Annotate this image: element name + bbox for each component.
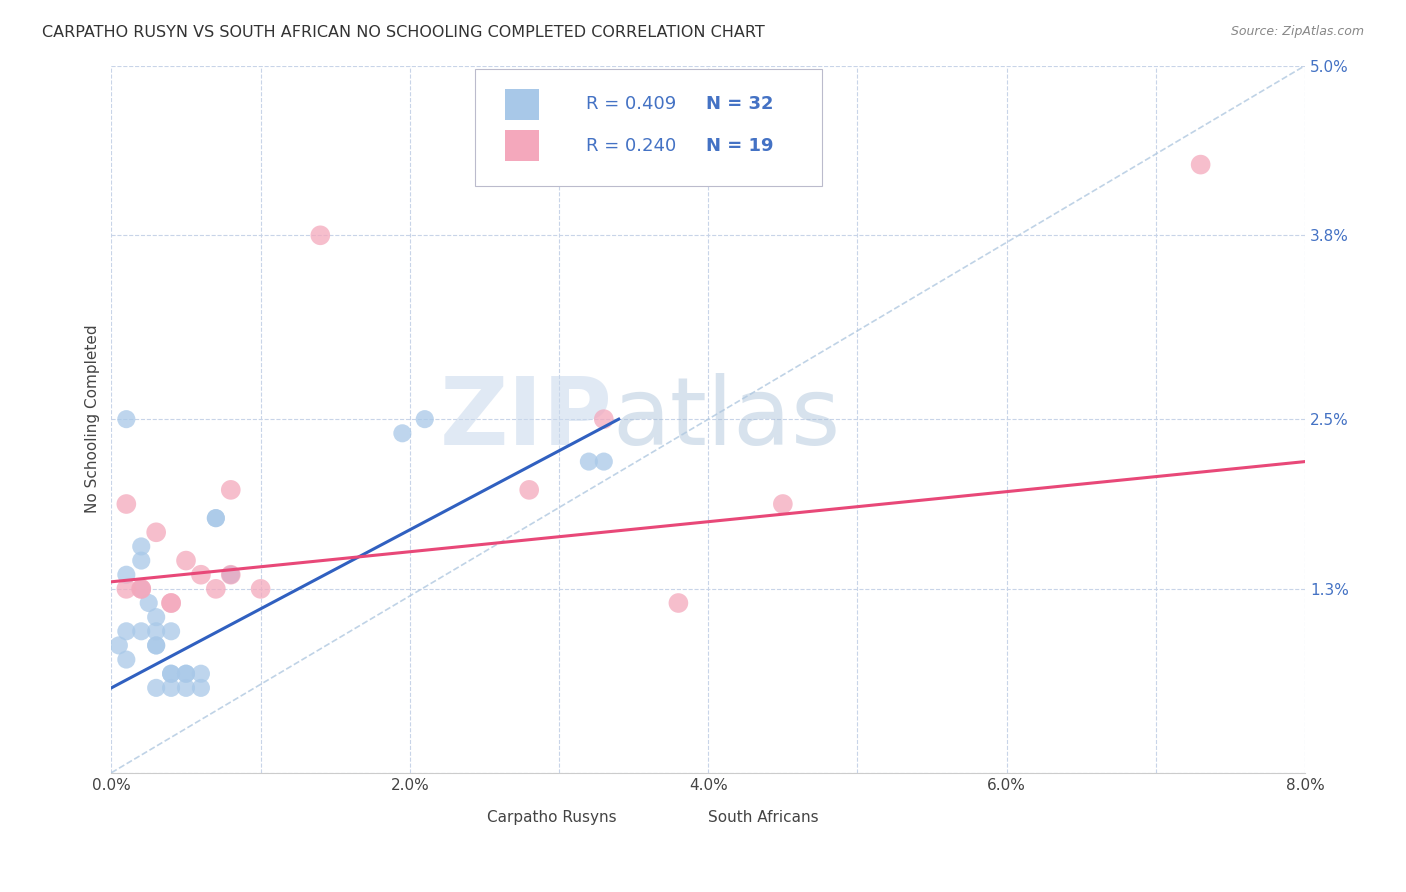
Text: N = 19: N = 19	[706, 136, 773, 154]
Point	[115, 567, 138, 582]
Point	[129, 553, 152, 567]
Point	[219, 567, 242, 582]
Point	[190, 681, 212, 695]
Point	[592, 412, 614, 426]
Point	[145, 624, 167, 639]
Point	[129, 582, 152, 596]
Point	[115, 652, 138, 666]
Point	[129, 624, 152, 639]
Text: N = 32: N = 32	[706, 95, 773, 113]
Point	[145, 639, 167, 653]
Point	[138, 596, 160, 610]
Text: South Africans: South Africans	[709, 810, 818, 825]
Point	[219, 567, 242, 582]
FancyBboxPatch shape	[655, 804, 700, 830]
Point	[129, 582, 152, 596]
Point	[668, 596, 690, 610]
FancyBboxPatch shape	[475, 70, 821, 186]
Text: Source: ZipAtlas.com: Source: ZipAtlas.com	[1230, 25, 1364, 38]
Point	[145, 610, 167, 624]
Text: R = 0.409: R = 0.409	[586, 95, 676, 113]
Text: ZIP: ZIP	[440, 373, 613, 465]
Point	[160, 596, 183, 610]
Point	[592, 454, 614, 468]
Point	[205, 511, 228, 525]
Point	[219, 483, 242, 497]
Point	[115, 582, 138, 596]
Point	[145, 525, 167, 540]
FancyBboxPatch shape	[505, 129, 538, 161]
Point	[190, 567, 212, 582]
Point	[391, 426, 413, 441]
Point	[115, 624, 138, 639]
Point	[413, 412, 436, 426]
Point	[115, 412, 138, 426]
Point	[129, 582, 152, 596]
Point	[145, 639, 167, 653]
Y-axis label: No Schooling Completed: No Schooling Completed	[86, 325, 100, 514]
Point	[160, 624, 183, 639]
Point	[205, 582, 228, 596]
Text: R = 0.240: R = 0.240	[586, 136, 676, 154]
FancyBboxPatch shape	[505, 88, 538, 120]
Point	[160, 681, 183, 695]
Point	[160, 666, 183, 681]
Point	[1189, 158, 1212, 172]
Point	[309, 228, 332, 243]
Point	[160, 666, 183, 681]
Text: Carpatho Rusyns: Carpatho Rusyns	[488, 810, 617, 825]
Point	[249, 582, 271, 596]
Point	[108, 639, 131, 653]
Point	[174, 666, 197, 681]
Point	[174, 553, 197, 567]
Point	[578, 454, 600, 468]
Text: atlas: atlas	[613, 373, 841, 465]
Point	[115, 497, 138, 511]
Point	[219, 567, 242, 582]
Point	[160, 596, 183, 610]
Point	[205, 511, 228, 525]
Point	[129, 540, 152, 554]
Point	[145, 681, 167, 695]
Point	[174, 666, 197, 681]
FancyBboxPatch shape	[433, 804, 479, 830]
Point	[517, 483, 540, 497]
Point	[190, 666, 212, 681]
Point	[174, 681, 197, 695]
Point	[772, 497, 794, 511]
Text: CARPATHO RUSYN VS SOUTH AFRICAN NO SCHOOLING COMPLETED CORRELATION CHART: CARPATHO RUSYN VS SOUTH AFRICAN NO SCHOO…	[42, 25, 765, 40]
